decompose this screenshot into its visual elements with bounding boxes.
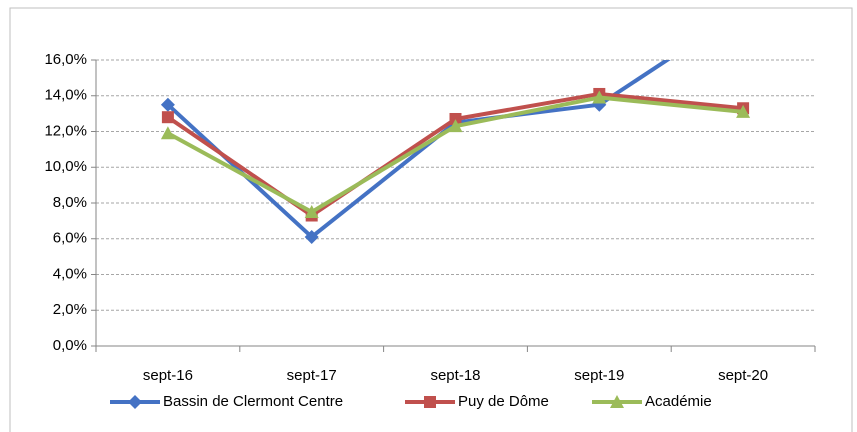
- marker: [736, 3, 750, 17]
- marker: [161, 111, 174, 124]
- legend-marker: [128, 395, 142, 409]
- marker: [592, 90, 607, 104]
- x-tick-label: sept-17: [287, 367, 337, 384]
- chart-frame: [9, 7, 853, 432]
- x-tick-label: sept-19: [574, 367, 624, 384]
- marker: [160, 97, 175, 112]
- marker: [304, 229, 319, 244]
- marker: [448, 119, 463, 133]
- y-tick-label: 4,0%: [53, 265, 87, 282]
- grid: [91, 59, 816, 352]
- legend-marker: [424, 396, 436, 408]
- y-tick-label: 14,0%: [44, 87, 87, 104]
- marker: [736, 104, 751, 118]
- y-tick-label: 10,0%: [44, 158, 87, 175]
- x-tick-label: sept-18: [430, 367, 480, 384]
- y-tick-label: 12,0%: [44, 122, 87, 139]
- legend-label: Puy de Dôme: [458, 393, 549, 410]
- legend-marker: [610, 395, 624, 408]
- legend-label: Bassin de Clermont Centre: [163, 393, 343, 410]
- marker: [304, 204, 319, 218]
- x-tick-label: sept-16: [143, 367, 193, 384]
- y-tick-label: 16,0%: [44, 51, 87, 68]
- overlay: 0,0% 2,0% 4,0% 6,0% 8,0% 10,0% 12,0% 14,0% 16,0%…: [44, 51, 768, 410]
- plot-area: [160, 3, 751, 244]
- legend-label: Académie: [645, 393, 712, 410]
- y-tick-label: 2,0%: [53, 301, 87, 318]
- y-tick-label: 6,0%: [53, 230, 87, 247]
- series-line: [166, 91, 744, 218]
- y-tick-label: 8,0%: [53, 194, 87, 211]
- x-tick-label: sept-20: [718, 367, 768, 384]
- y-tick-label: 0,0%: [53, 337, 87, 354]
- marker: [160, 126, 175, 140]
- marker: [449, 112, 462, 125]
